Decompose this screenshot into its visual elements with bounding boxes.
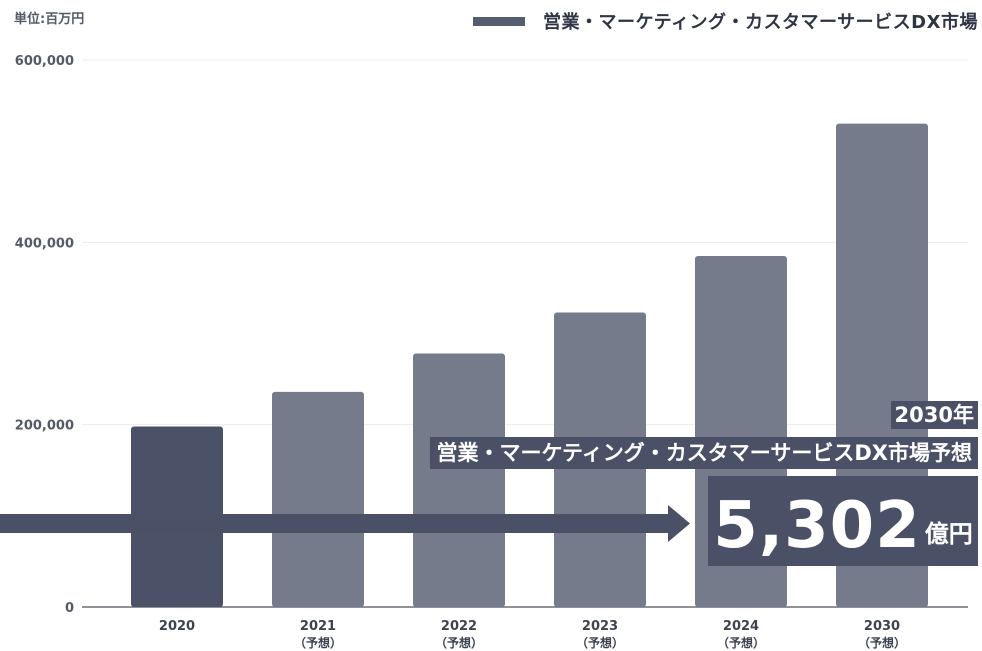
x-tick-label: 2022 (441, 619, 477, 634)
legend-swatch (472, 16, 525, 26)
unit-label: 単位:百万円 (14, 12, 85, 27)
callout-value-box: 5,302 億円 (708, 476, 978, 566)
y-tick-label: 600,000 (15, 54, 74, 69)
callout-unit: 億円 (924, 520, 973, 548)
y-tick-label: 200,000 (15, 419, 74, 434)
x-tick-sublabel: （予想） (576, 635, 624, 650)
x-tick-label: 2024 (723, 619, 759, 634)
bar (272, 391, 364, 607)
x-tick-label: 2021 (300, 619, 336, 634)
x-tick-sublabel: （予想） (858, 635, 906, 650)
callout-value: 5,302 (713, 489, 921, 563)
y-tick-label: 0 (65, 601, 74, 616)
y-tick-label: 400,000 (15, 236, 74, 251)
x-tick-sublabel: （予想） (294, 635, 342, 650)
x-tick-label: 2020 (159, 619, 195, 634)
x-tick-label: 2023 (582, 619, 618, 634)
arrow-shaft (0, 514, 668, 533)
callout-title: 営業・マーケティング・カスタマーサービスDX市場予想 (430, 437, 978, 469)
x-tick-sublabel: （予想） (435, 635, 483, 650)
legend-label: 営業・マーケティング・カスタマーサービスDX市場 (542, 12, 978, 33)
legend: 営業・マーケティング・カスタマーサービスDX市場 (472, 8, 978, 34)
x-tick-label: 2030 (864, 619, 900, 634)
callout-year: 2030年 (890, 401, 978, 429)
bar (413, 353, 505, 607)
arrow-head (668, 505, 690, 542)
x-tick-sublabel: （予想） (717, 635, 765, 650)
